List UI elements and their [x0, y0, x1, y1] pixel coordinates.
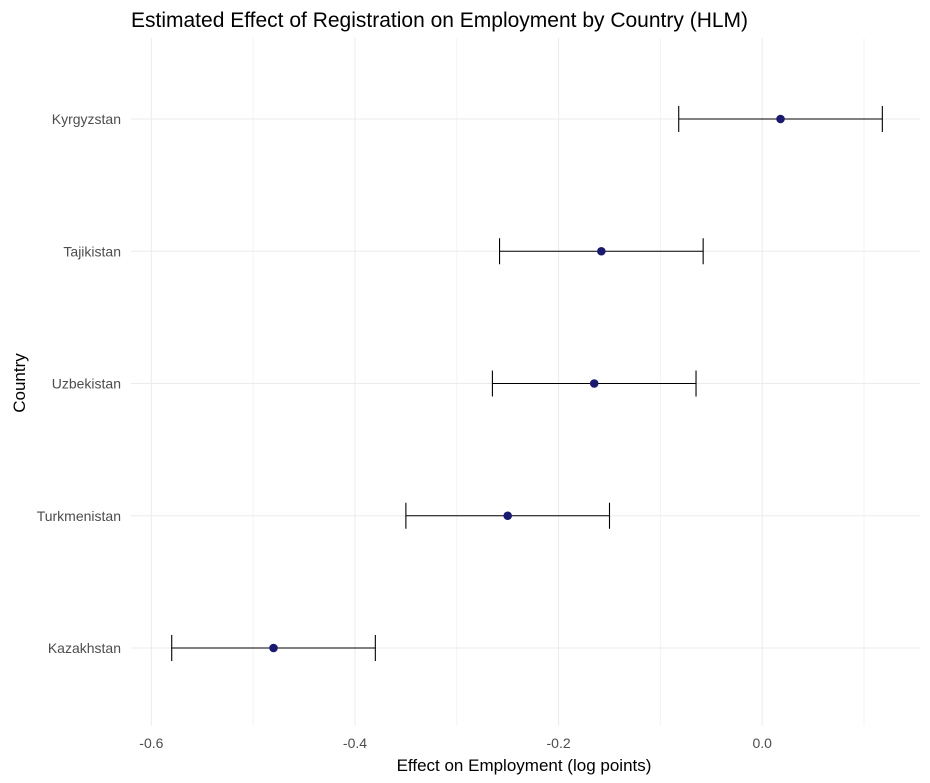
- y-tick-label: Uzbekistan: [52, 376, 121, 392]
- chart-title: Estimated Effect of Registration on Empl…: [131, 9, 748, 32]
- y-tick-label: Kazakhstan: [48, 640, 121, 656]
- points: [269, 114, 785, 653]
- grid: [131, 38, 920, 726]
- estimate-point: [269, 643, 278, 653]
- estimate-point: [589, 379, 599, 388]
- y-tick-label: Turkmenistan: [37, 508, 121, 524]
- y-axis-ticks: Kazakhstan Turkmenistan Uzbekistan Tajikist…: [37, 111, 121, 656]
- x-axis-ticks: -0.6 -0.4 -0.2 0.0: [139, 735, 772, 751]
- estimate-point: [503, 511, 512, 521]
- estimate-point: [597, 246, 606, 256]
- x-tick-label: 0.0: [752, 735, 772, 751]
- x-axis-title: Effect on Employment (log points): [397, 756, 652, 775]
- estimate-point: [776, 114, 785, 124]
- x-tick-label: -0.2: [547, 735, 571, 751]
- x-tick-label: -0.4: [343, 735, 367, 751]
- x-tick-label: -0.6: [139, 735, 163, 751]
- y-axis-title: Country: [10, 353, 29, 413]
- y-tick-label: Tajikistan: [63, 243, 121, 259]
- y-tick-label: Kyrgyzstan: [52, 111, 121, 127]
